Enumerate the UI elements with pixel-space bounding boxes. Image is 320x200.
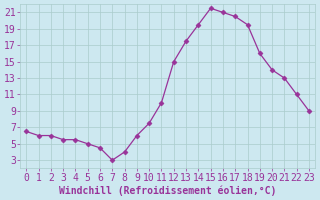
X-axis label: Windchill (Refroidissement éolien,°C): Windchill (Refroidissement éolien,°C) (59, 185, 276, 196)
